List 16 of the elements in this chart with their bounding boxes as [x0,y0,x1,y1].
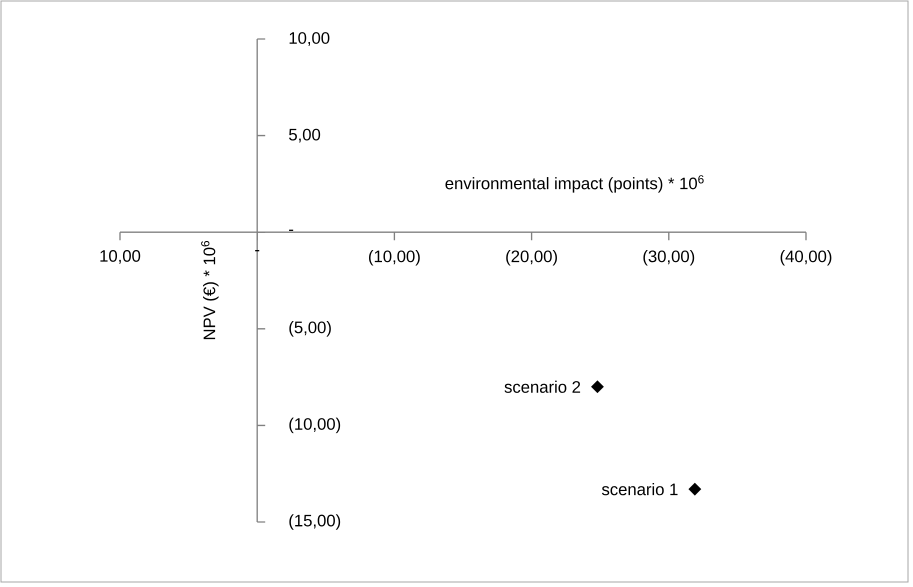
x-tick-label: (40,00) [780,250,832,266]
y-tick-label: 10,00 [290,32,330,46]
y-tick-label: - [289,230,294,231]
x-tick-label: (10,00) [369,250,420,266]
y-tick-label: 5,00 [289,128,320,142]
y-tick-label: (10,00) [289,418,340,434]
x-tick-label: 10,00 [100,250,140,264]
x-axis-title: environmental impact (points) * 10$^{6}$ [445,175,704,193]
x-tick-label: - [255,250,260,252]
x-tick-label: (20,00) [506,250,557,266]
series-label: scenario 1 [602,483,678,496]
y-tick-label: (5,00) [289,321,331,337]
x-tick-label: (30,00) [643,250,694,266]
y-axis-title: NPV (€) * 10$^{6}$ [201,240,219,340]
series-label: scenario 2 [504,380,580,393]
y-tick-label: (15,00) [289,514,340,530]
